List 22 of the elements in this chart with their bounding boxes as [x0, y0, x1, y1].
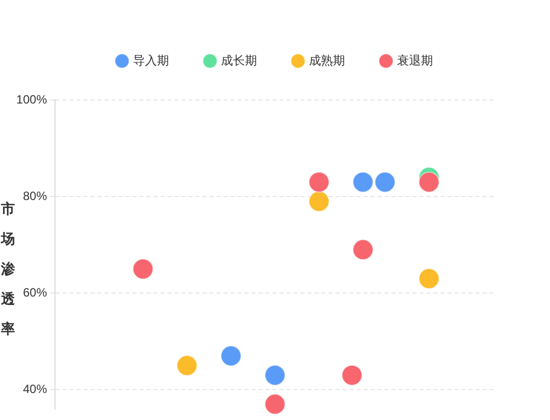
point: [418, 268, 440, 290]
legend-label: 成熟期: [309, 53, 345, 68]
point: [352, 172, 374, 193]
point: [264, 364, 286, 386]
point: [418, 172, 440, 193]
y-tick-label: 60%: [22, 285, 48, 300]
point: [308, 190, 330, 212]
y-tick-label: 40%: [22, 382, 48, 396]
point: [352, 239, 374, 260]
point: [308, 172, 330, 193]
point: [176, 355, 198, 376]
point: [220, 345, 242, 366]
point: [374, 172, 396, 193]
point: [264, 394, 286, 415]
legend-label: 导入期: [133, 53, 169, 68]
point: [132, 258, 154, 280]
point: [342, 364, 362, 386]
y-tick-label: 80%: [22, 188, 48, 203]
legend-label: 衰退期: [397, 53, 433, 68]
legend-label: 成长期: [221, 53, 257, 68]
y-tick-label: 100%: [16, 92, 48, 106]
y-axis-title: 市场渗透率: [0, 200, 16, 336]
